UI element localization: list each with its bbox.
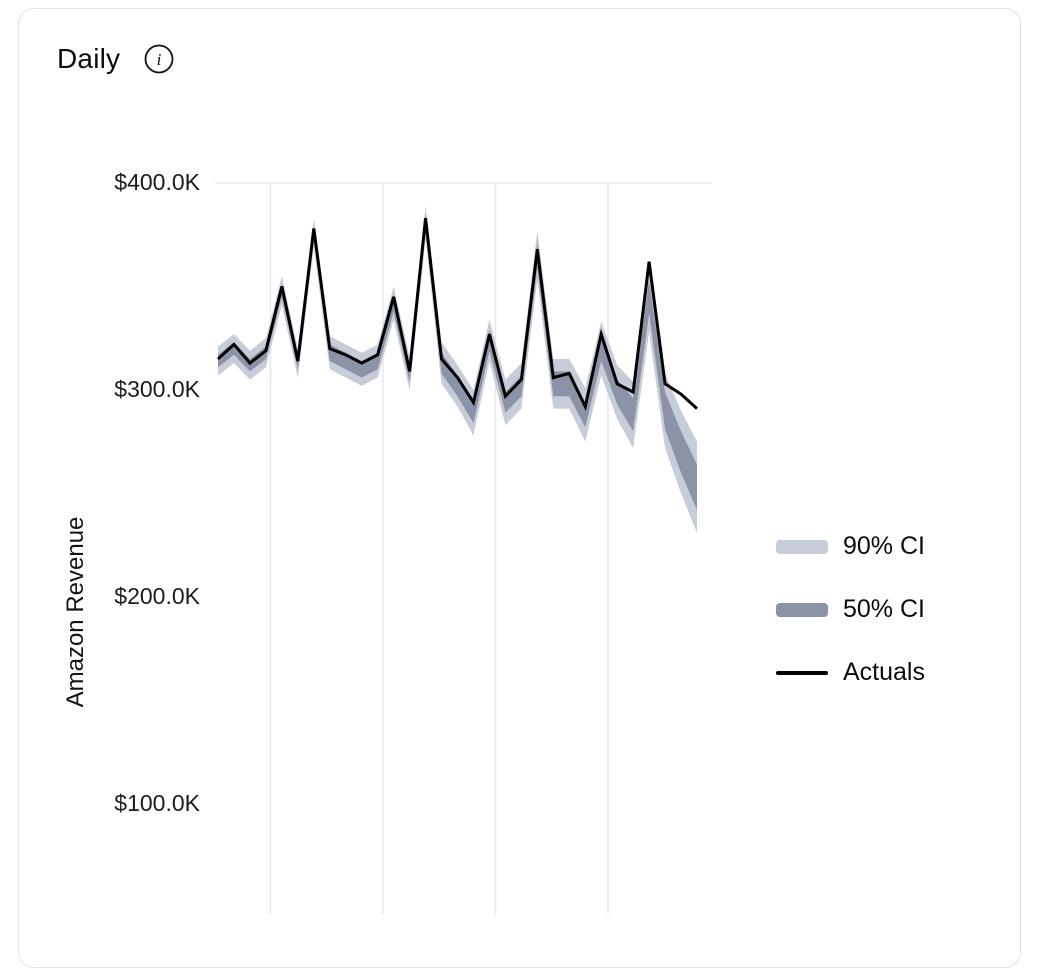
legend-label: Actuals <box>843 658 925 686</box>
legend-label: 90% CI <box>843 532 925 560</box>
legend-item-90-ci[interactable]: 90% CI <box>776 532 925 561</box>
ci-90-swatch <box>776 539 828 554</box>
legend-label: 50% CI <box>843 595 925 623</box>
svg-text:i: i <box>157 50 162 69</box>
actuals-line <box>216 218 699 412</box>
ci-90-band <box>218 205 697 533</box>
chart-plot-area[interactable] <box>0 0 1040 914</box>
legend: 90% CI 50% CI Actuals <box>776 532 925 687</box>
y-axis-tick-label: $400.0K <box>114 168 200 195</box>
info-icon[interactable]: i <box>142 42 176 76</box>
chart-title: Daily <box>57 43 121 74</box>
y-axis-tick-label: $200.0K <box>114 582 200 609</box>
y-axis-tick-label: $300.0K <box>114 375 200 402</box>
y-axis-tick-labels: $400.0K $300.0K $200.0K $100.0K <box>0 0 200 914</box>
ci-50-band <box>218 214 697 511</box>
legend-item-50-ci[interactable]: 50% CI <box>776 595 925 624</box>
chart-header: Daily i <box>57 42 176 76</box>
y-axis-tick-label: $100.0K <box>114 789 200 816</box>
legend-item-actuals[interactable]: Actuals <box>776 658 925 687</box>
chart-card <box>18 8 1021 968</box>
ci-50-swatch <box>776 602 828 617</box>
actuals-swatch <box>776 670 828 675</box>
